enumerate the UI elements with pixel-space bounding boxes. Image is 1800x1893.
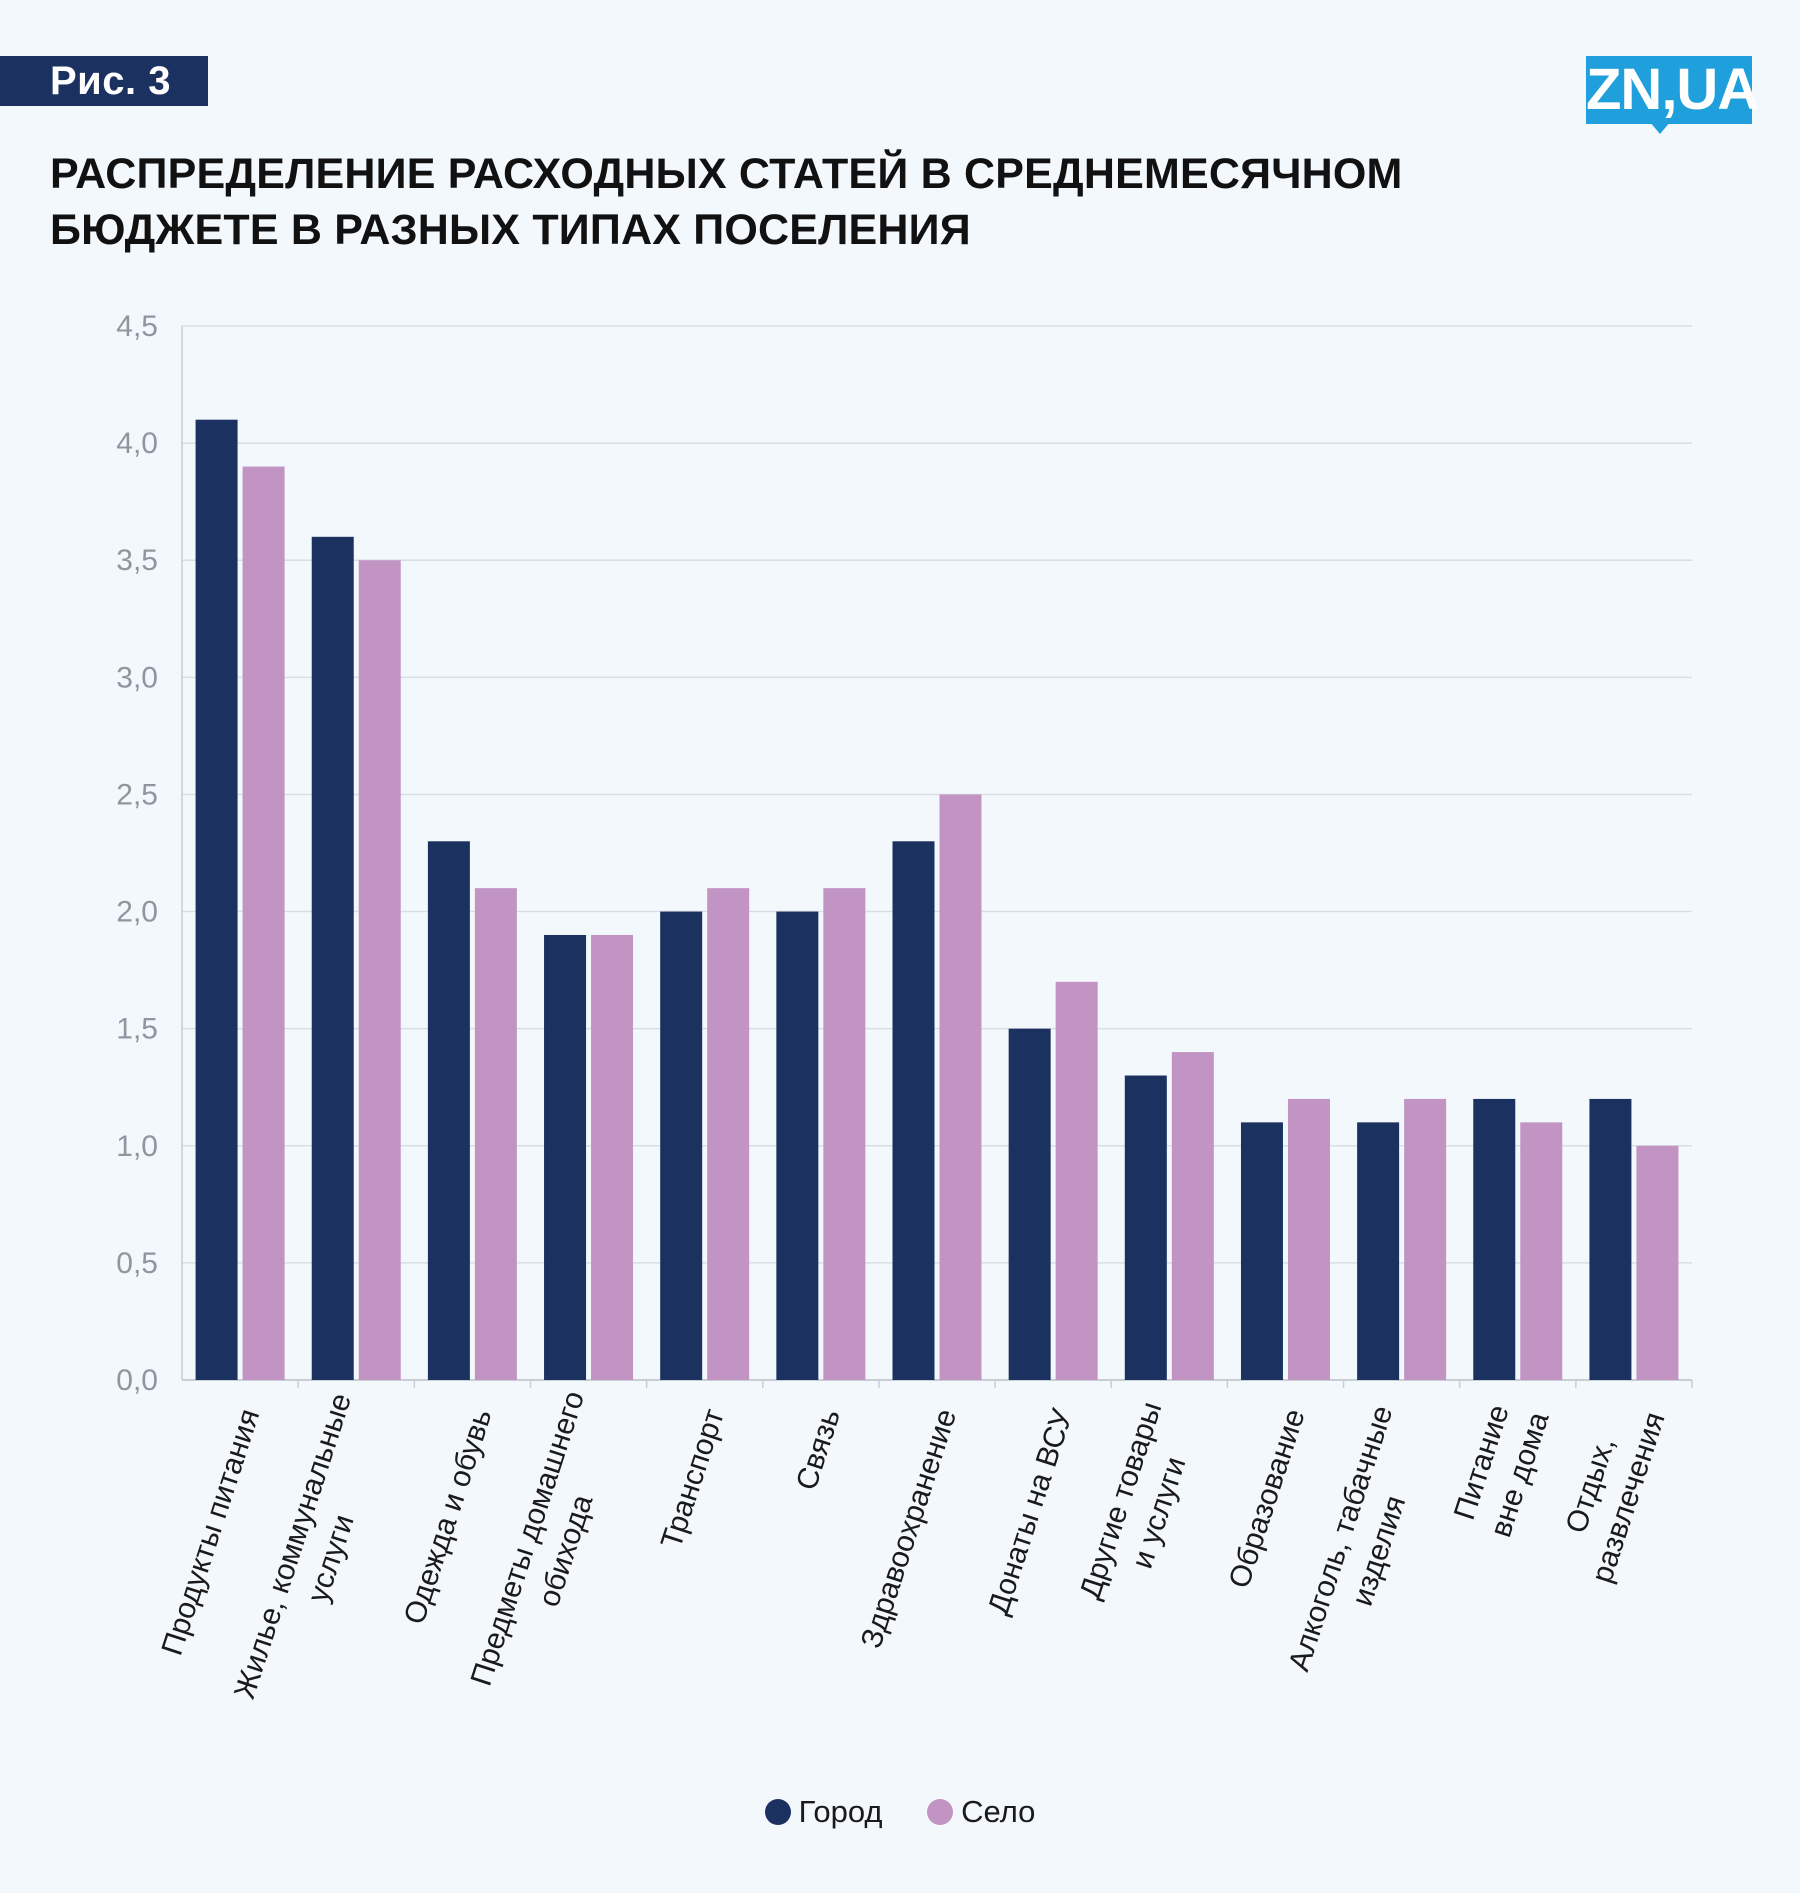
bar-city bbox=[427, 841, 470, 1380]
x-category-label: Связь bbox=[790, 1405, 847, 1494]
bar-village bbox=[939, 794, 982, 1380]
bar-village bbox=[1287, 1098, 1330, 1380]
legend-marker-village bbox=[927, 1798, 954, 1825]
x-category-label: Продукты питания bbox=[156, 1405, 267, 1659]
bar-city bbox=[1473, 1098, 1516, 1380]
y-tick-label: 0,5 bbox=[116, 1247, 158, 1280]
y-tick-label: 4,5 bbox=[116, 310, 158, 343]
legend-label-city: Город bbox=[798, 1793, 883, 1829]
x-category-label-line: Донаты на ВСУ bbox=[982, 1404, 1080, 1619]
bar-village bbox=[707, 888, 750, 1380]
bar-village bbox=[591, 934, 634, 1380]
bar-village bbox=[358, 560, 401, 1380]
bar-city bbox=[195, 419, 238, 1380]
x-category-label: Отдых,развлечения bbox=[1548, 1396, 1672, 1587]
y-tick-label: 2,0 bbox=[116, 896, 158, 929]
bar-city bbox=[892, 841, 935, 1380]
legend-label-village: Село bbox=[961, 1793, 1036, 1829]
legend-item-city[interactable]: Город bbox=[764, 1793, 883, 1830]
x-category-label-line: Продукты питания bbox=[156, 1405, 267, 1659]
x-category-label-line: Транспорт bbox=[655, 1405, 731, 1553]
bar-city bbox=[1357, 1122, 1400, 1380]
bar-village bbox=[474, 888, 517, 1380]
y-tick-label: 3,5 bbox=[116, 544, 158, 577]
chart-title-line-1: РАСПРЕДЕЛЕНИЕ РАСХОДНЫХ СТАТЕЙ В СРЕДНЕМ… bbox=[50, 150, 1403, 198]
bar-city bbox=[1124, 1075, 1167, 1380]
x-category-label: Питаниевне дома bbox=[1446, 1396, 1555, 1542]
bar-city bbox=[311, 536, 354, 1380]
x-category-label: Здравоохранение bbox=[855, 1405, 963, 1652]
chart-title-line-2: БЮДЖЕТЕ В РАЗНЫХ ТИПАХ ПОСЕЛЕНИЯ bbox=[50, 206, 971, 254]
bar-village bbox=[242, 466, 285, 1380]
x-category-label: Образование bbox=[1223, 1405, 1312, 1592]
y-tick-label: 1,0 bbox=[116, 1130, 158, 1163]
y-tick-label: 2,5 bbox=[116, 778, 158, 811]
bar-city bbox=[1008, 1028, 1051, 1380]
y-tick-label: 3,0 bbox=[116, 661, 158, 694]
zn-ua-logo[interactable]: ZN,UA bbox=[1586, 56, 1759, 124]
logo-tail-icon bbox=[1650, 122, 1670, 134]
bar-city bbox=[1589, 1098, 1632, 1380]
x-category-label: Алкоголь, табачныеизделия bbox=[1282, 1402, 1437, 1688]
legend-marker-city bbox=[764, 1798, 791, 1825]
bar-village bbox=[1520, 1122, 1563, 1380]
bar-village bbox=[1171, 1052, 1214, 1380]
chart-title: РАСПРЕДЕЛЕНИЕ РАСХОДНЫХ СТАТЕЙ В СРЕДНЕМ… bbox=[50, 146, 1550, 258]
bar-city bbox=[1240, 1122, 1283, 1380]
bar-village bbox=[1055, 981, 1098, 1380]
y-tick-label: 1,5 bbox=[116, 1013, 158, 1046]
x-category-label: Одежда и обувь bbox=[398, 1405, 499, 1628]
x-category-label-line: Связь bbox=[790, 1405, 847, 1494]
x-category-label: Донаты на ВСУ bbox=[982, 1404, 1080, 1619]
figure-label: Рис. 3 bbox=[0, 56, 208, 106]
bar-city bbox=[544, 934, 587, 1380]
legend-item-village[interactable]: Село bbox=[927, 1794, 1035, 1830]
bar-village bbox=[823, 888, 866, 1380]
x-category-label-line: Образование bbox=[1223, 1405, 1312, 1592]
y-tick-label: 0,0 bbox=[116, 1364, 158, 1397]
x-category-label-line: Здравоохранение bbox=[855, 1405, 963, 1652]
bar-village bbox=[1404, 1098, 1447, 1380]
x-category-label: Другие товарыи услуги bbox=[1074, 1398, 1207, 1616]
bar-city bbox=[776, 911, 819, 1380]
x-category-label-line: Одежда и обувь bbox=[398, 1405, 499, 1628]
x-category-label: Транспорт bbox=[655, 1405, 731, 1553]
bar-city bbox=[660, 911, 703, 1380]
legend: Город Село bbox=[0, 1792, 1800, 1830]
bar-village bbox=[1636, 1145, 1679, 1380]
y-tick-label: 4,0 bbox=[116, 427, 158, 460]
